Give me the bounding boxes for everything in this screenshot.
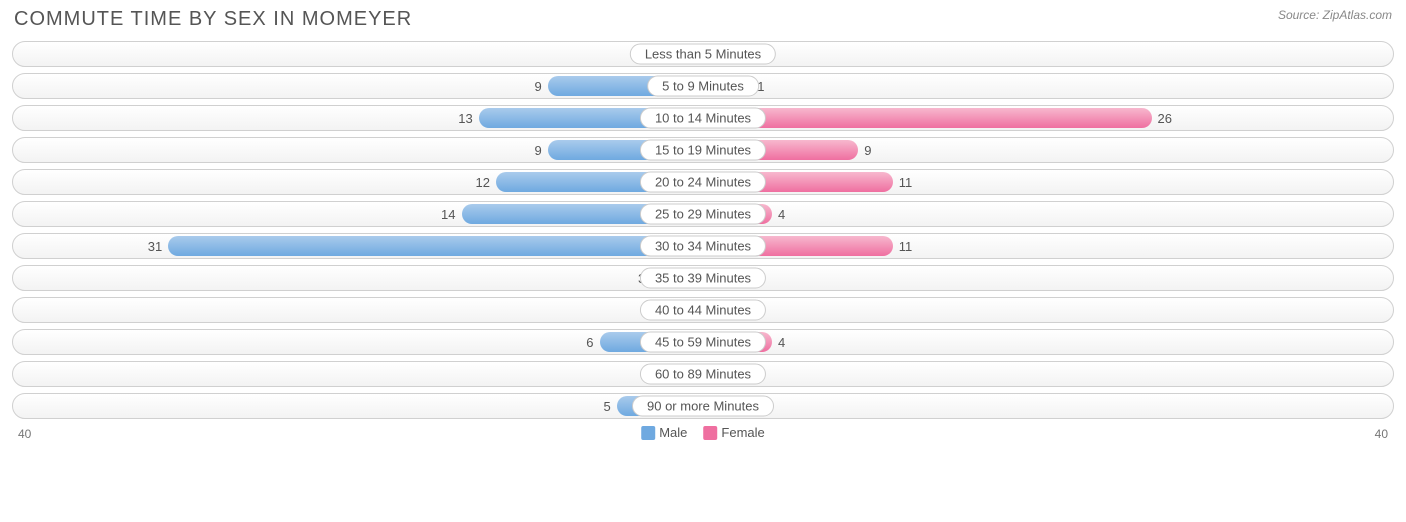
category-label: 90 or more Minutes <box>632 396 774 417</box>
legend-item-female: Female <box>703 425 764 440</box>
chart-row: 915 to 9 Minutes <box>12 73 1394 99</box>
category-label: 5 to 9 Minutes <box>647 76 759 97</box>
category-label: 40 to 44 Minutes <box>640 300 766 321</box>
value-female: 4 <box>772 202 791 226</box>
chart-row: 9 9 15 to 19 Minutes <box>12 137 1394 163</box>
value-female: 11 <box>893 170 919 194</box>
chart-row: 1060 to 89 Minutes <box>12 361 1394 387</box>
chart-title: COMMUTE TIME BY SEX IN MOMEYER <box>14 8 412 31</box>
value-female: 26 <box>1152 106 1178 130</box>
chart-header: COMMUTE TIME BY SEX IN MOMEYER Source: Z… <box>12 8 1394 31</box>
value-male: 12 <box>470 170 496 194</box>
value-male: 31 <box>142 234 168 258</box>
legend-item-male: Male <box>641 425 687 440</box>
axis-max-right: 40 <box>1375 427 1388 441</box>
chart-row: 14 4 25 to 29 Minutes <box>12 201 1394 227</box>
value-female: 9 <box>858 138 877 162</box>
bar-female <box>703 108 1152 128</box>
category-label: 60 to 89 Minutes <box>640 364 766 385</box>
chart-row: 6 4 45 to 59 Minutes <box>12 329 1394 355</box>
chart-row: 12 11 20 to 24 Minutes <box>12 169 1394 195</box>
chart-row: 5090 or more Minutes <box>12 393 1394 419</box>
value-male: 13 <box>452 106 478 130</box>
chart-row: 0040 to 44 Minutes <box>12 297 1394 323</box>
chart-row: 3035 to 39 Minutes <box>12 265 1394 291</box>
chart-container: COMMUTE TIME BY SEX IN MOMEYER Source: Z… <box>0 0 1406 522</box>
chart-source: Source: ZipAtlas.com <box>1278 8 1392 22</box>
value-male: 5 <box>598 394 617 418</box>
category-label: Less than 5 Minutes <box>630 44 776 65</box>
legend-swatch-female <box>703 426 717 440</box>
value-male: 9 <box>529 74 548 98</box>
value-female: 4 <box>772 330 791 354</box>
chart-footer: 40 40 Male Female <box>12 425 1394 449</box>
axis-max-left: 40 <box>18 427 31 441</box>
legend-label-male: Male <box>659 425 687 440</box>
value-male: 6 <box>580 330 599 354</box>
chart-row: 31 11 30 to 34 Minutes <box>12 233 1394 259</box>
category-label: 15 to 19 Minutes <box>640 140 766 161</box>
chart-rows: 11Less than 5 Minutes915 to 9 Minutes132… <box>12 41 1394 419</box>
category-label: 20 to 24 Minutes <box>640 172 766 193</box>
category-label: 30 to 34 Minutes <box>640 236 766 257</box>
legend-label-female: Female <box>721 425 764 440</box>
value-male: 9 <box>529 138 548 162</box>
chart-row: 13 26 10 to 14 Minutes <box>12 105 1394 131</box>
chart-legend: Male Female <box>641 425 765 440</box>
value-male: 14 <box>435 202 461 226</box>
value-female: 11 <box>893 234 919 258</box>
chart-row: 11Less than 5 Minutes <box>12 41 1394 67</box>
bar-male <box>168 236 703 256</box>
category-label: 35 to 39 Minutes <box>640 268 766 289</box>
category-label: 45 to 59 Minutes <box>640 332 766 353</box>
category-label: 25 to 29 Minutes <box>640 204 766 225</box>
category-label: 10 to 14 Minutes <box>640 108 766 129</box>
legend-swatch-male <box>641 426 655 440</box>
